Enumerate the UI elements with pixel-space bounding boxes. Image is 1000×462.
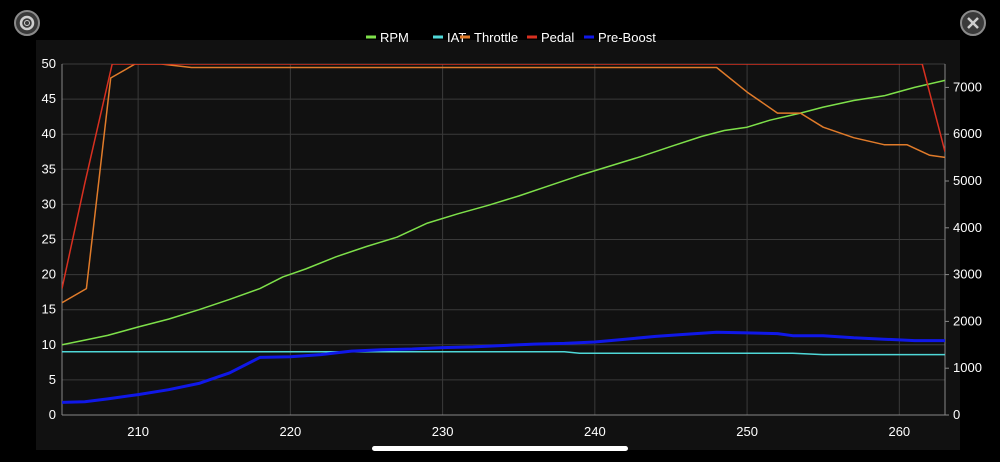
y-right-tick-label: 4000: [953, 220, 982, 235]
y-left-tick-label: 25: [42, 232, 56, 247]
legend-label: Pedal: [541, 30, 574, 45]
series-lines: [62, 64, 945, 404]
close-icon: [967, 17, 979, 29]
x-tick-label: 250: [736, 424, 758, 439]
y-left-tick-label: 45: [42, 91, 56, 106]
y-left-tick-label: 15: [42, 302, 56, 317]
chart-panel: [36, 40, 960, 450]
y-left-tick-label: 5: [49, 372, 56, 387]
y-right-tick-label: 3000: [953, 267, 982, 282]
close-button[interactable]: [960, 10, 986, 36]
y-left-tick-label: 0: [49, 407, 56, 422]
y-right-tick-label: 0: [953, 407, 960, 422]
settings-button[interactable]: [14, 10, 40, 36]
x-tick-label: 260: [888, 424, 910, 439]
series-line-pedal: [62, 64, 945, 289]
y-right-tick-label: 7000: [953, 79, 982, 94]
x-tick-label: 230: [432, 424, 454, 439]
x-tick-label: 220: [280, 424, 302, 439]
x-tick-label: 210: [127, 424, 149, 439]
x-tick-label: 240: [584, 424, 606, 439]
y-left-tick-label: 20: [42, 267, 56, 282]
series-line-rpm: [62, 79, 945, 346]
y-left-tick-label: 10: [42, 337, 56, 352]
y-right-tick-label: 6000: [953, 126, 982, 141]
legend: RPM IAT Throttle Pedal Pre-Boost: [366, 30, 656, 45]
y-left-tick-label: 40: [42, 126, 56, 141]
axes: 0 5 10 15 20 25 30 35 40 45 50 0 1000 2000 3000 4000 500…: [42, 56, 982, 439]
legend-label: Pre-Boost: [598, 30, 656, 45]
series-line-throttle: [62, 64, 945, 304]
gear-icon: [19, 15, 35, 31]
y-right-tick-label: 5000: [953, 173, 982, 188]
legend-label: IAT: [447, 30, 466, 45]
series-line-iat: [62, 351, 945, 356]
y-right-tick-label: 1000: [953, 360, 982, 375]
series-line-pre-boost: [62, 330, 945, 404]
y-right-tick-label: 2000: [953, 313, 982, 328]
y-left-tick-label: 35: [42, 161, 56, 176]
y-left-tick-label: 50: [42, 56, 56, 71]
legend-label: Throttle: [474, 30, 518, 45]
legend-label: RPM: [380, 30, 409, 45]
home-indicator[interactable]: [372, 446, 628, 451]
y-left-tick-label: 30: [42, 196, 56, 211]
